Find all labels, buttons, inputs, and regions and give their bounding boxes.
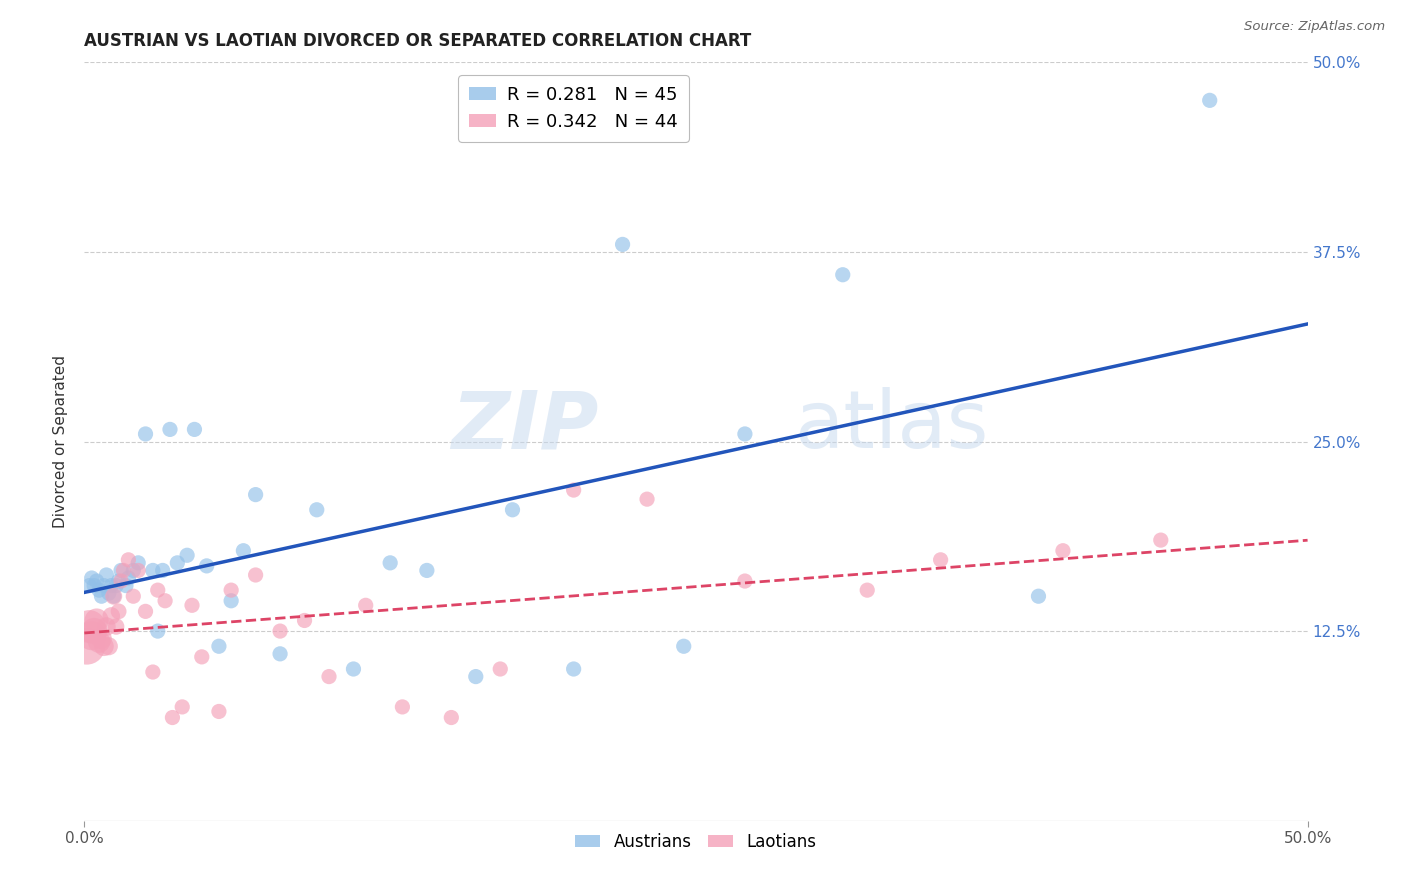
Point — [135, 427, 157, 442]
Point — [96, 568, 118, 582]
Point — [831, 268, 853, 282]
Point — [93, 639, 115, 653]
Point — [294, 614, 316, 628]
Point — [929, 553, 952, 567]
Point — [232, 543, 254, 558]
Point — [562, 662, 585, 676]
Point — [219, 594, 242, 608]
Point — [672, 639, 695, 653]
Point — [122, 589, 145, 603]
Point — [77, 579, 100, 593]
Point — [183, 422, 205, 436]
Point — [86, 574, 108, 588]
Point — [77, 619, 100, 633]
Point — [103, 589, 125, 603]
Point — [856, 583, 879, 598]
Point — [734, 427, 756, 442]
Point — [97, 639, 120, 653]
Legend: Austrians, Laotians: Austrians, Laotians — [568, 827, 824, 858]
Point — [305, 503, 328, 517]
Point — [100, 608, 122, 623]
Point — [380, 556, 402, 570]
Point — [146, 583, 169, 598]
Text: ZIP: ZIP — [451, 387, 598, 466]
Text: Source: ZipAtlas.com: Source: ZipAtlas.com — [1244, 20, 1385, 33]
Point — [142, 564, 165, 578]
Point — [1052, 543, 1074, 558]
Point — [146, 624, 169, 639]
Point — [97, 586, 120, 600]
Point — [166, 556, 188, 570]
Point — [502, 503, 524, 517]
Point — [87, 583, 110, 598]
Point — [86, 614, 108, 628]
Point — [76, 639, 98, 653]
Point — [416, 564, 439, 578]
Point — [110, 574, 132, 588]
Point — [354, 599, 377, 613]
Point — [464, 669, 486, 683]
Y-axis label: Divorced or Separated: Divorced or Separated — [53, 355, 69, 528]
Point — [135, 604, 157, 618]
Point — [269, 647, 291, 661]
Point — [127, 556, 149, 570]
Point — [105, 619, 128, 633]
Point — [612, 237, 634, 252]
Point — [391, 699, 413, 714]
Point — [208, 705, 231, 719]
Point — [440, 710, 463, 724]
Point — [159, 422, 181, 436]
Point — [172, 699, 194, 714]
Point — [181, 599, 204, 613]
Point — [115, 579, 138, 593]
Point — [87, 634, 110, 648]
Point — [245, 487, 267, 501]
Point — [100, 579, 122, 593]
Point — [191, 649, 214, 664]
Point — [734, 574, 756, 588]
Point — [110, 564, 132, 578]
Point — [80, 629, 103, 643]
Point — [83, 624, 105, 639]
Point — [636, 492, 658, 507]
Point — [90, 589, 112, 603]
Point — [127, 564, 149, 578]
Point — [1028, 589, 1050, 603]
Point — [105, 579, 128, 593]
Point — [96, 619, 118, 633]
Point — [152, 564, 174, 578]
Point — [83, 579, 105, 593]
Point — [93, 579, 115, 593]
Point — [107, 574, 129, 588]
Point — [195, 558, 218, 573]
Point — [90, 632, 112, 646]
Point — [489, 662, 512, 676]
Point — [117, 571, 139, 585]
Point — [245, 568, 267, 582]
Point — [162, 710, 184, 724]
Point — [219, 583, 242, 598]
Point — [142, 665, 165, 679]
Point — [1198, 94, 1220, 108]
Point — [117, 553, 139, 567]
Point — [176, 548, 198, 563]
Text: atlas: atlas — [794, 387, 988, 466]
Point — [562, 483, 585, 497]
Point — [318, 669, 340, 683]
Point — [112, 564, 135, 578]
Point — [1150, 533, 1173, 548]
Point — [122, 564, 145, 578]
Point — [342, 662, 364, 676]
Text: AUSTRIAN VS LAOTIAN DIVORCED OR SEPARATED CORRELATION CHART: AUSTRIAN VS LAOTIAN DIVORCED OR SEPARATE… — [84, 32, 752, 50]
Point — [103, 589, 125, 603]
Point — [153, 594, 176, 608]
Point — [269, 624, 291, 639]
Point — [208, 639, 231, 653]
Point — [80, 571, 103, 585]
Point — [107, 604, 129, 618]
